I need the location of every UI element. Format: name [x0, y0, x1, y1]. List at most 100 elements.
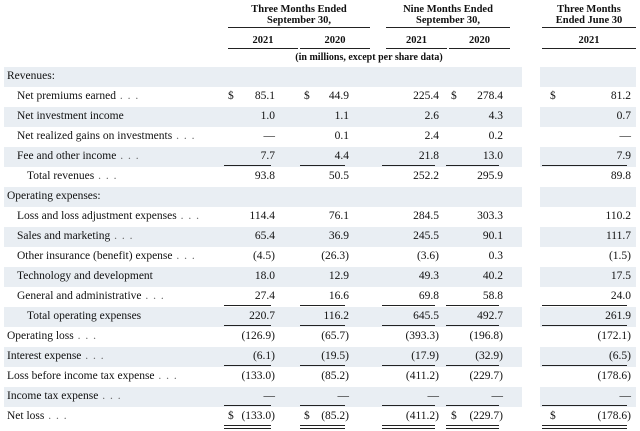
subtotal-rule: [300, 305, 345, 306]
value-cell: 110.2: [605, 210, 631, 222]
value-cell: 220.7: [249, 310, 275, 322]
value-cell: 245.5: [413, 230, 439, 242]
row-label: Sales and marketing . . .: [17, 230, 134, 242]
value-cell: 116.2: [323, 310, 349, 322]
currency-symbol: $: [304, 410, 310, 422]
subtotal-rule: [446, 325, 499, 326]
value-cell: 2.4: [424, 130, 439, 142]
year-header-5: 2021: [578, 35, 600, 46]
value-cell: 295.9: [477, 170, 503, 182]
row-shade: [540, 147, 636, 167]
row-label: General and administrative . . .: [17, 290, 165, 302]
value-cell: (85.2): [321, 410, 349, 422]
value-cell: (133.0): [241, 410, 275, 422]
table-row: Sales and marketing . . . 65.4 36.9 245.5 90…: [4, 227, 640, 247]
dot-leader: . . .: [172, 130, 196, 142]
subtotal-rule: [446, 365, 499, 366]
period-underline-1: [228, 27, 370, 28]
value-cell: (19.5): [321, 350, 349, 362]
subtotal-rule: [224, 405, 271, 406]
value-cell: 93.8: [254, 170, 275, 182]
row-label: Fee and other income . . .: [17, 150, 140, 162]
currency-symbol: $: [451, 90, 457, 102]
dot-leader: . . .: [141, 290, 165, 302]
value-cell: (229.7): [469, 410, 503, 422]
value-cell: 69.8: [418, 290, 439, 302]
dot-leader: . . .: [81, 350, 105, 362]
value-cell: —: [619, 390, 632, 402]
row-label: Net loss . . .: [7, 410, 68, 422]
value-cell: 303.3: [477, 210, 503, 222]
row-label: Loss and loss adjustment expenses . . .: [17, 210, 200, 222]
value-cell: —: [263, 130, 276, 142]
value-cell: 21.8: [418, 150, 439, 162]
table-row: Net investment income 1.0 1.1 2.6 4.3 0.7: [4, 107, 640, 127]
row-shade: [540, 387, 636, 407]
value-cell: 1.0: [260, 110, 275, 122]
period-underline-2: [386, 27, 510, 28]
value-cell: 90.1: [482, 230, 503, 242]
row-shade: [540, 187, 636, 207]
period-header-three-months-sep: Three Months Ended September 30,: [251, 4, 347, 26]
table-row: Other insurance (benefit) expense . . . (…: [4, 247, 640, 267]
subtotal-rule: [542, 165, 627, 166]
value-cell: (17.9): [411, 350, 439, 362]
table-row: General and administrative . . . 27.4 16.6…: [4, 287, 640, 307]
value-cell: 284.5: [413, 210, 439, 222]
row-label: Net premiums earned . . .: [17, 90, 140, 102]
value-cell: 18.0: [254, 270, 275, 282]
currency-symbol: $: [228, 90, 234, 102]
subtotal-rule: [382, 305, 435, 306]
value-cell: 49.3: [418, 270, 439, 282]
value-cell: (26.3): [321, 250, 349, 262]
value-cell: 65.4: [254, 230, 275, 242]
value-cell: (1.5): [608, 250, 631, 262]
table-row: Interest expense . . . (6.1) (19.5) (17.9) (…: [4, 347, 640, 367]
year-underline-3: [386, 48, 447, 49]
double-underline: [300, 425, 345, 429]
value-cell: 225.4: [413, 90, 439, 102]
year-header-3: 2021: [406, 35, 427, 46]
row-label: Other insurance (benefit) expense . . .: [17, 250, 196, 262]
subtotal-rule: [382, 405, 435, 406]
table-row: Technology and development 18.0 12.9 49.3 40…: [4, 267, 640, 287]
double-underline: [542, 425, 627, 429]
year-underline-4: [449, 48, 510, 49]
row-label: Net investment income: [17, 110, 124, 122]
value-cell: 1.1: [334, 110, 349, 122]
value-cell: 114.4: [249, 210, 275, 222]
value-cell: 0.7: [616, 110, 631, 122]
subtotal-rule: [542, 305, 627, 306]
row-shade: [540, 227, 636, 247]
dot-leader: . . .: [94, 170, 118, 182]
subtotal-rule: [542, 325, 627, 326]
row-label: Total revenues . . .: [27, 170, 118, 182]
value-cell: —: [263, 390, 276, 402]
value-cell: 16.6: [328, 290, 349, 302]
subtotal-rule: [446, 305, 499, 306]
value-cell: (178.6): [597, 410, 631, 422]
subtotal-rule: [300, 325, 345, 326]
value-cell: (6.5): [608, 350, 631, 362]
row-shade: [4, 67, 522, 87]
value-cell: —: [427, 390, 440, 402]
dot-leader: . . .: [154, 370, 178, 382]
period-header-nine-months-sep: Nine Months Ended September 30,: [403, 4, 493, 26]
table-row: Total operating expenses 220.7 116.2 645.5 4…: [4, 307, 640, 327]
double-underline: [382, 425, 435, 429]
value-cell: (393.3): [405, 330, 439, 342]
value-cell: 40.2: [482, 270, 503, 282]
value-cell: 492.7: [477, 310, 503, 322]
year-header-2: 2020: [324, 35, 346, 46]
value-cell: (133.0): [241, 370, 275, 382]
period-underline-3: [542, 27, 636, 28]
value-cell: 0.3: [488, 250, 503, 262]
value-cell: (85.2): [321, 370, 349, 382]
value-cell: (4.5): [252, 250, 275, 262]
value-cell: 89.8: [610, 170, 631, 182]
value-cell: 24.0: [610, 290, 631, 302]
dot-leader: . . .: [176, 210, 200, 222]
subtotal-rule: [300, 165, 345, 166]
row-label: Interest expense . . .: [7, 350, 105, 362]
table-row: Revenues:: [4, 67, 640, 87]
